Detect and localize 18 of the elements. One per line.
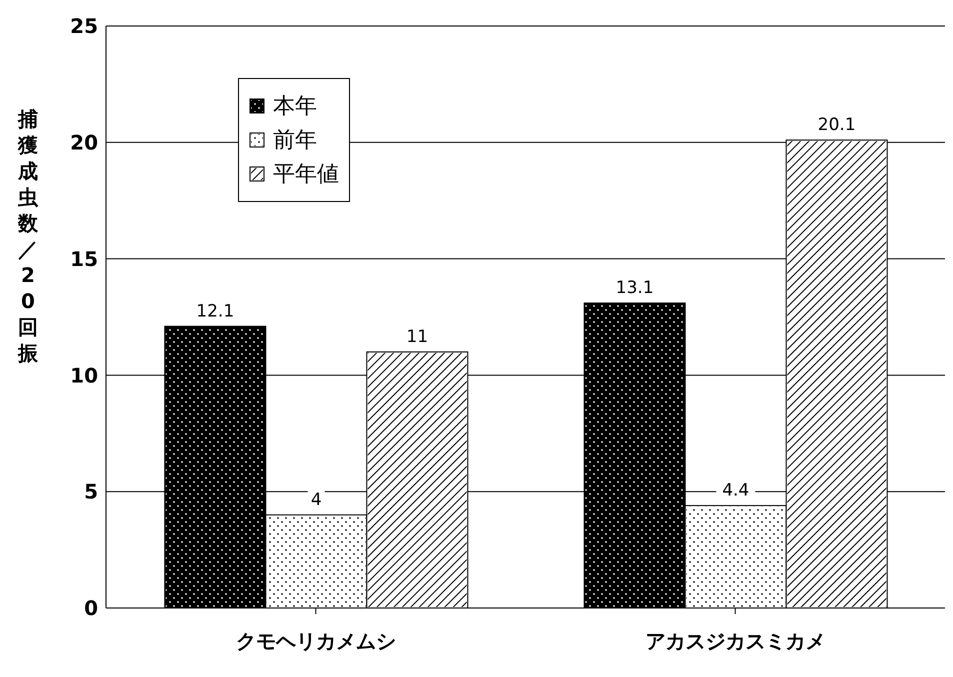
legend-label: 前年 [273,127,317,155]
legend-label: 本年 [273,93,317,121]
y-tick-label: 0 [84,596,98,620]
x-tick-label: アカスジカスミカメ [645,629,826,654]
data-label: 20.1 [818,115,856,136]
data-label: 13.1 [616,278,654,298]
data-label: 4 [310,490,322,510]
y-tick-label: 20 [70,130,98,154]
x-tick-label: クモヘリカメムシ [236,629,396,654]
data-label: 12.1 [196,301,234,322]
legend-label: 平年値 [273,161,339,189]
data-label: 4.4 [722,480,750,501]
data-label: 11 [406,326,428,347]
y-tick-label: 25 [70,14,98,38]
text: 捕獲成虫数／20回振 [18,107,38,365]
y-tick-label: 15 [70,246,98,271]
y-tick-label: 10 [70,363,98,388]
y-tick-label: 5 [84,480,98,504]
